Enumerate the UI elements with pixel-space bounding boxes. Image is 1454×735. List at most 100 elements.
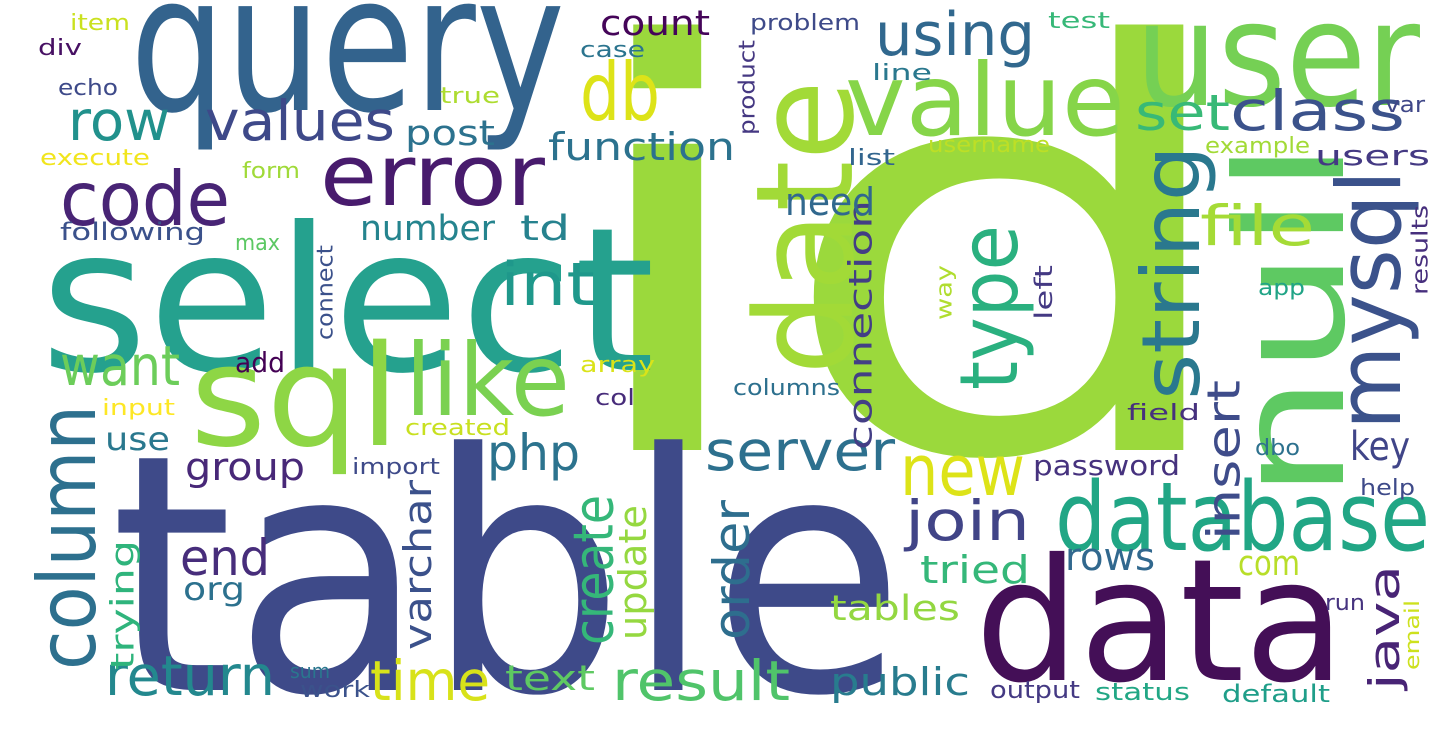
word: time <box>370 649 490 713</box>
word: test <box>1048 9 1111 34</box>
word: text <box>505 659 595 699</box>
word: row <box>68 89 170 153</box>
word: key <box>1350 424 1410 470</box>
word: db <box>580 46 660 139</box>
word: post <box>405 114 495 154</box>
word: data <box>975 523 1345 721</box>
word: case <box>580 38 645 63</box>
word: public <box>830 660 970 704</box>
word: password <box>1033 449 1180 482</box>
word: java <box>1360 565 1409 691</box>
word: work <box>300 678 370 703</box>
word: columns <box>733 376 840 401</box>
word: execute <box>40 146 150 171</box>
word: code <box>60 155 230 243</box>
word: php <box>487 424 580 482</box>
word: error <box>320 127 545 226</box>
word: number <box>360 209 496 249</box>
word: input <box>102 396 175 421</box>
word: run <box>1325 591 1365 616</box>
word: connect <box>313 245 338 340</box>
word: results <box>1408 205 1433 295</box>
word: td <box>520 209 570 249</box>
word: value <box>845 42 1125 159</box>
word: id <box>562 0 1252 583</box>
word: select <box>40 185 655 418</box>
word: values <box>205 89 395 153</box>
word: product <box>735 40 760 135</box>
word: update <box>611 505 655 640</box>
word: query <box>130 0 565 155</box>
word: end <box>180 529 270 587</box>
word: form <box>242 159 300 184</box>
word: import <box>352 455 440 480</box>
word: created <box>405 416 510 441</box>
word: column <box>21 405 114 670</box>
word: new <box>900 430 1025 512</box>
word: default <box>1222 680 1330 708</box>
word: left <box>1030 265 1058 320</box>
word: max <box>235 231 280 256</box>
word: return <box>105 644 275 708</box>
word: want <box>60 334 180 398</box>
word: list <box>848 146 896 171</box>
word: tables <box>830 589 960 629</box>
word: col <box>595 386 635 411</box>
word: sum <box>290 659 330 683</box>
word: item <box>70 11 130 36</box>
word: array <box>580 353 655 378</box>
word: result <box>612 649 790 713</box>
word: div <box>38 36 82 61</box>
word: using <box>875 0 1035 70</box>
word: rows <box>1065 535 1155 579</box>
word: null <box>1205 140 1379 500</box>
word: following <box>60 218 205 246</box>
word: set <box>1135 84 1230 142</box>
word: user <box>1135 0 1420 140</box>
word: username <box>928 133 1050 158</box>
word: app <box>1258 276 1305 301</box>
word: way <box>932 265 957 320</box>
word: insert <box>1197 380 1250 540</box>
word: var <box>1385 93 1426 118</box>
word: type <box>943 225 1036 390</box>
word: need <box>785 180 875 224</box>
word: mysql <box>1318 170 1421 430</box>
word: org <box>183 570 245 608</box>
word: date <box>727 80 884 375</box>
word: com <box>1238 544 1300 584</box>
word: echo <box>58 76 118 101</box>
word: server <box>705 419 895 483</box>
word: class <box>1230 79 1405 143</box>
word: example <box>1205 134 1310 159</box>
word: create <box>562 495 626 645</box>
word: connection <box>842 200 880 450</box>
word: string <box>1125 145 1218 400</box>
word: help <box>1360 476 1415 501</box>
word: line <box>872 61 932 86</box>
word: order <box>703 500 761 640</box>
word: int <box>500 250 595 320</box>
word: sql <box>190 316 400 479</box>
word: users <box>1315 139 1430 172</box>
word: count <box>600 4 710 44</box>
word: join <box>904 489 1030 553</box>
word: email <box>1400 600 1424 670</box>
word: file <box>1200 194 1315 258</box>
word: problem <box>750 11 860 36</box>
word: dbo <box>1255 436 1300 461</box>
word: function <box>548 125 735 169</box>
word: varchar <box>396 480 440 650</box>
word: tried <box>920 548 1030 592</box>
word: use <box>105 420 170 458</box>
word: like <box>405 322 570 439</box>
word: output <box>990 676 1080 704</box>
word: database <box>1055 463 1430 573</box>
word: add <box>235 346 285 379</box>
word: field <box>1127 401 1200 426</box>
word: trying <box>104 540 142 670</box>
word: status <box>1095 678 1190 706</box>
